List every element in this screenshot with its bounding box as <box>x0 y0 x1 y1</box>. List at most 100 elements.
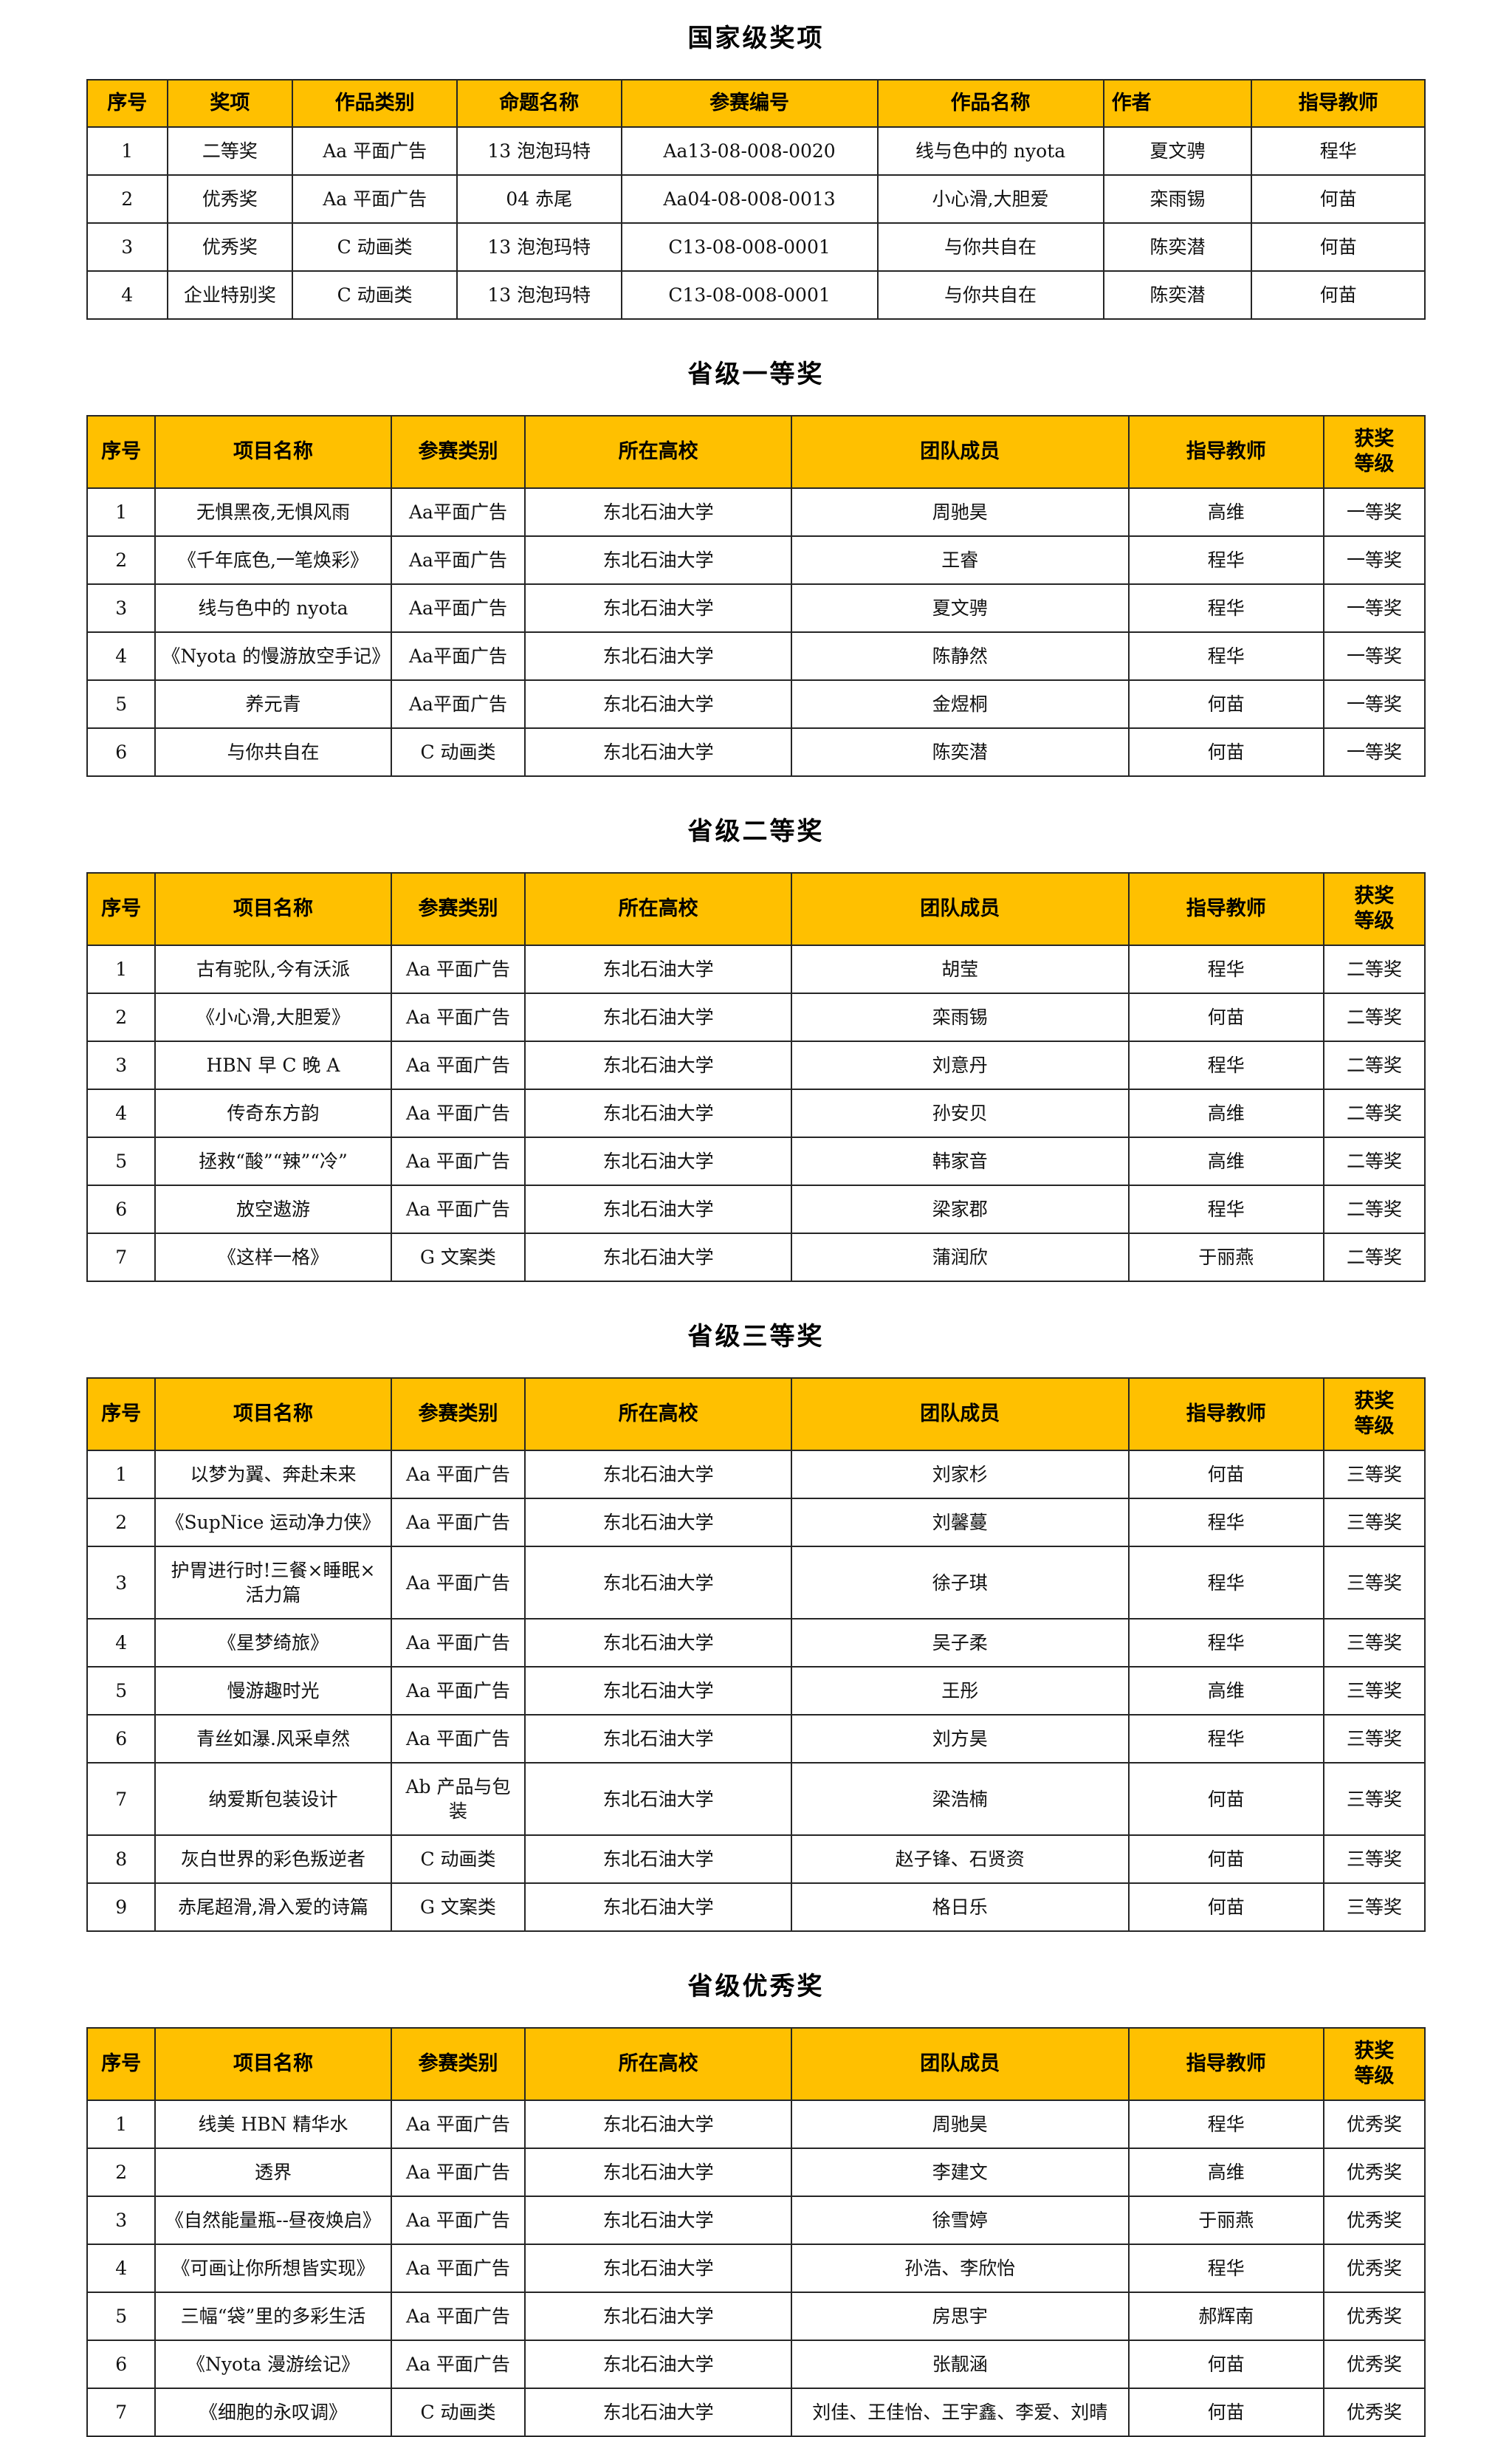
table-cell: 拯救“酸”“辣”“冷” <box>154 1137 392 1186</box>
table-row: 7 《这样一格》 G 文案类 东北石油大学 蒲润欣 于丽燕 二等奖 <box>86 1233 1426 1282</box>
table-cell: 张靓涵 <box>790 2340 1130 2389</box>
table-cell: 陈奕潜 <box>790 727 1130 777</box>
table-cell: 优秀奖 <box>1322 2340 1426 2389</box>
table-cell: 二等奖 <box>1322 1041 1426 1090</box>
table-cell: 三等奖 <box>1322 1450 1426 1499</box>
table-cell: C13-08-008-0001 <box>620 222 879 272</box>
header-row: 序号 项目名称 参赛类别 所在高校 团队成员 指导教师 获奖 等级 <box>86 872 1426 946</box>
table-cell: Aa 平面广告 <box>390 1185 526 1234</box>
table-cell: 东北石油大学 <box>524 1137 792 1186</box>
table-cell: 赵子锋、石贤资 <box>790 1834 1130 1884</box>
table-cell: 《星梦绮旅》 <box>154 1618 392 1667</box>
table-cell: 程华 <box>1127 2100 1324 2149</box>
table-cell: 周驰昊 <box>790 487 1130 537</box>
column-header: 参赛类别 <box>390 1377 526 1451</box>
table-cell: 程华 <box>1127 2244 1324 2293</box>
table-cell: 何苗 <box>1127 1450 1324 1499</box>
table-cell: 1 <box>86 945 157 994</box>
table-cell: Aa平面广告 <box>390 631 526 681</box>
table-cell: 东北石油大学 <box>524 487 792 537</box>
table-row: 4 传奇东方韵 Aa 平面广告 东北石油大学 孙安贝 高维 二等奖 <box>86 1089 1426 1138</box>
table-cell: 东北石油大学 <box>524 2148 792 2197</box>
table-cell: 13 泡泡玛特 <box>456 126 622 176</box>
table-cell: Aa 平面广告 <box>390 945 526 994</box>
table-cell: 梁家郡 <box>790 1185 1130 1234</box>
table-cell: 优秀奖 <box>166 174 294 224</box>
table-cell: 房思宇 <box>790 2292 1130 2341</box>
table-row: 4 企业特别奖 C 动画类 13 泡泡玛特 C13-08-008-0001 与你共自在 陈奕… <box>86 270 1426 320</box>
table-cell: 程华 <box>1127 1714 1324 1764</box>
table-row: 6 与你共自在 C 动画类 东北石油大学 陈奕潜 何苗 一等奖 <box>86 727 1426 777</box>
column-header: 团队成员 <box>790 1377 1130 1451</box>
table-cell: Aa平面广告 <box>390 535 526 585</box>
table-cell: 透界 <box>154 2148 392 2197</box>
table-row: 5 慢游趣时光 Aa 平面广告 东北石油大学 王彤 高维 三等奖 <box>86 1666 1426 1716</box>
table-cell: 优秀奖 <box>1322 2148 1426 2197</box>
table-cell: 《Nyota 的慢游放空手记》 <box>154 631 392 681</box>
table-cell: 东北石油大学 <box>524 727 792 777</box>
table-row: 8 灰白世界的彩色叛逆者 C 动画类 东北石油大学 赵子锋、石贤资 何苗 三等奖 <box>86 1834 1426 1884</box>
table-cell: 5 <box>86 679 157 729</box>
table-cell: 刘家杉 <box>790 1450 1130 1499</box>
awards-table-provincial-third: 序号 项目名称 参赛类别 所在高校 团队成员 指导教师 获奖 等级 1 以梦为翼、奔赴未来 Aa … <box>86 1377 1426 1932</box>
column-header: 指导教师 <box>1127 2027 1324 2101</box>
table-cell: 何苗 <box>1127 1882 1324 1932</box>
table-cell: 7 <box>86 1233 157 1282</box>
table-row: 5 三幅“袋”里的多彩生活 Aa 平面广告 东北石油大学 房思宇 郝辉南 优秀奖 <box>86 2292 1426 2341</box>
table-cell: 三等奖 <box>1322 1498 1426 1547</box>
table-cell: 东北石油大学 <box>524 2244 792 2293</box>
table-cell: 东北石油大学 <box>524 945 792 994</box>
table-cell: 一等奖 <box>1322 631 1426 681</box>
table-cell: 何苗 <box>1251 174 1426 224</box>
table-cell: 东北石油大学 <box>524 1618 792 1667</box>
awards-table-provincial-second: 序号 项目名称 参赛类别 所在高校 团队成员 指导教师 获奖 等级 1 古有驼队,今有沃派 Aa … <box>86 872 1426 1282</box>
table-cell: 东北石油大学 <box>524 993 792 1042</box>
column-header: 奖项 <box>166 79 294 128</box>
table-row: 2 《小心滑,大胆爱》 Aa 平面广告 东北石油大学 栾雨锡 何苗 二等奖 <box>86 993 1426 1042</box>
table-cell: 陈静然 <box>790 631 1130 681</box>
section-title: 省级优秀奖 <box>687 1972 825 2001</box>
table-cell: 东北石油大学 <box>524 1041 792 1090</box>
table-cell: 《细胞的永叹调》 <box>154 2388 392 2437</box>
column-header: 作品名称 <box>876 79 1104 128</box>
table-row: 2 《千年底色,一笔焕彩》 Aa平面广告 东北石油大学 王睿 程华 一等奖 <box>86 535 1426 585</box>
table-cell: 1 <box>86 2100 157 2149</box>
table-cell: 东北石油大学 <box>524 535 792 585</box>
table-row: 1 二等奖 Aa 平面广告 13 泡泡玛特 Aa13-08-008-0020 线与色中的 … <box>86 126 1426 176</box>
table-cell: 灰白世界的彩色叛逆者 <box>154 1834 392 1884</box>
table-cell: 6 <box>86 1714 157 1764</box>
table-cell: 梁浩楠 <box>790 1762 1130 1836</box>
table-cell: 放空遨游 <box>154 1185 392 1234</box>
table-cell: 04 赤尾 <box>456 174 622 224</box>
column-header: 指导教师 <box>1127 872 1324 946</box>
table-cell: 与你共自在 <box>876 270 1104 320</box>
table-cell: 护胃进行时!三餐×睡眠×活力篇 <box>154 1546 392 1619</box>
table-cell: 5 <box>86 2292 157 2341</box>
table-row: 9 赤尾超滑,滑入爱的诗篇 G 文案类 东北石油大学 格日乐 何苗 三等奖 <box>86 1882 1426 1932</box>
table-row: 5 拯救“酸”“辣”“冷” Aa 平面广告 东北石油大学 韩家音 高维 二等奖 <box>86 1137 1426 1186</box>
table-cell: 线美 HBN 精华水 <box>154 2100 392 2149</box>
table-cell: 金煜桐 <box>790 679 1130 729</box>
table-row: 3 护胃进行时!三餐×睡眠×活力篇 Aa 平面广告 东北石油大学 徐子琪 程华 三等奖 <box>86 1546 1426 1619</box>
table-cell: 东北石油大学 <box>524 2100 792 2149</box>
table-cell: Aa 平面广告 <box>390 1089 526 1138</box>
table-cell: C 动画类 <box>390 1834 526 1884</box>
table-cell: 李建文 <box>790 2148 1130 2197</box>
table-cell: C 动画类 <box>390 727 526 777</box>
table-row: 3 《自然能量瓶--昼夜焕启》 Aa 平面广告 东北石油大学 徐雪婷 于丽燕 优秀奖 <box>86 2196 1426 2245</box>
table-cell: 养元青 <box>154 679 392 729</box>
awards-table-provincial-excellence: 序号 项目名称 参赛类别 所在高校 团队成员 指导教师 获奖 等级 1 线美 HBN 精华水 Aa… <box>86 2027 1426 2437</box>
table-cell: 2 <box>86 174 168 224</box>
table-cell: 5 <box>86 1666 157 1716</box>
table-cell: Aa 平面广告 <box>390 2148 526 2197</box>
table-row: 1 线美 HBN 精华水 Aa 平面广告 东北石油大学 周驰昊 程华 优秀奖 <box>86 2100 1426 2149</box>
column-header: 序号 <box>86 415 157 489</box>
column-header: 所在高校 <box>524 2027 792 2101</box>
table-cell: Aa 平面广告 <box>390 1498 526 1547</box>
table-cell: 高维 <box>1127 2148 1324 2197</box>
table-cell: 东北石油大学 <box>524 1498 792 1547</box>
table-row: 6 《Nyota 漫游绘记》 Aa 平面广告 东北石油大学 张靓涵 何苗 优秀奖 <box>86 2340 1426 2389</box>
table-cell: 《Nyota 漫游绘记》 <box>154 2340 392 2389</box>
table-cell: Aa04-08-008-0013 <box>620 174 879 224</box>
table-cell: 以梦为翼、奔赴未来 <box>154 1450 392 1499</box>
